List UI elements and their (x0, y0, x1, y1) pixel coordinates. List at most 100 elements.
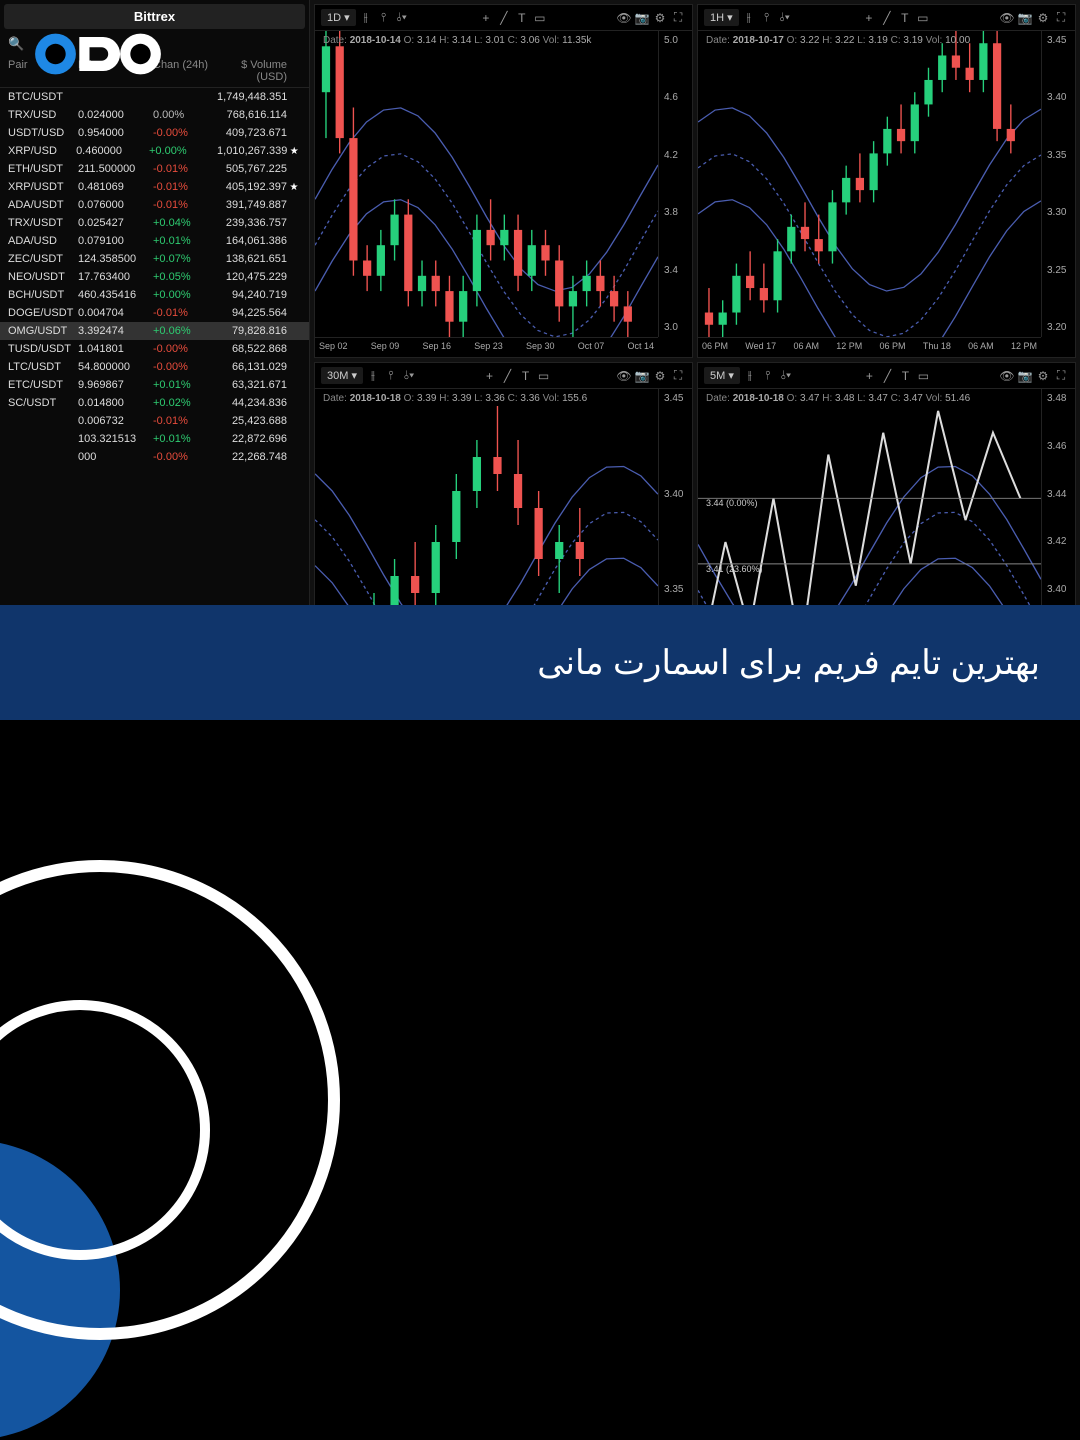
chart-body[interactable]: 5.04.64.23.83.43.0Sep 02Sep 09Sep 16Sep … (315, 31, 692, 357)
add-icon[interactable]: + (861, 369, 877, 383)
add-icon[interactable]: + (482, 369, 498, 383)
draw-line-icon[interactable]: ╱ (496, 11, 512, 25)
indicators-icon[interactable]: ⫲ (741, 10, 757, 25)
draw-line-icon[interactable]: ╱ (500, 369, 516, 383)
text-icon[interactable]: T (518, 369, 534, 383)
change-cell: -0.01% (153, 181, 223, 193)
ohlc-info: Date: 2018-10-14 O: 3.14 H: 3.14 L: 3.01… (323, 35, 591, 46)
shape-icon[interactable]: ▭ (532, 11, 548, 25)
table-row[interactable]: ADA/USD 0.079100 +0.01% 164,061.386 (0, 232, 309, 250)
table-row[interactable]: ZEC/USDT 124.358500 +0.07% 138,621.651 (0, 250, 309, 268)
add-icon[interactable]: + (478, 11, 494, 25)
draw-line-icon[interactable]: ╱ (879, 11, 895, 25)
table-row[interactable]: DOGE/USDT 0.004704 -0.01% 94,225.564 (0, 304, 309, 322)
change-cell: +0.01% (153, 379, 223, 391)
change-cell: +0.01% (153, 235, 223, 247)
camera-icon[interactable]: 📷 (1017, 369, 1033, 383)
price-cell: 103.321513 (78, 433, 153, 445)
table-row[interactable]: ADA/USDT 0.076000 -0.01% 391,749.887 (0, 196, 309, 214)
text-icon[interactable]: T (897, 11, 913, 25)
table-row[interactable]: BTC/USDT 1,749,448.351 (0, 88, 309, 106)
settings-icon[interactable]: ⚙ (652, 369, 668, 383)
table-row[interactable]: TUSD/USDT 1.041801 -0.00% 68,522.868 (0, 340, 309, 358)
timeframe-button[interactable]: 1D ▾ (321, 9, 356, 26)
settings-icon[interactable]: ⚙ (652, 11, 668, 25)
bars-icon[interactable]: ⫰▾ (394, 10, 410, 25)
price-cell: 0.076000 (78, 199, 153, 211)
star-icon[interactable]: ★ (287, 182, 301, 193)
expand-icon[interactable]: ⛶ (1053, 368, 1069, 383)
table-row[interactable]: XRP/USD 0.460000 +0.00% 1,010,267.339 ★ (0, 142, 309, 160)
visibility-icon[interactable]: 👁 (616, 11, 632, 25)
indicators-icon[interactable]: ⫲ (358, 10, 374, 25)
volume-cell: 1,010,267.339 (217, 145, 287, 157)
indicators-icon[interactable]: ⫲ (365, 368, 381, 383)
bars-icon[interactable]: ⫰▾ (401, 368, 417, 383)
change-cell: +0.02% (153, 397, 223, 409)
visibility-icon[interactable]: 👁 (999, 369, 1015, 383)
table-row[interactable]: USDT/USD 0.954000 -0.00% 409,723.671 (0, 124, 309, 142)
table-row[interactable]: 0.006732 -0.01% 25,423.688 (0, 412, 309, 430)
add-icon[interactable]: + (861, 11, 877, 25)
chart-body[interactable]: 3.453.403.353.303.253.2006 PMWed 1706 AM… (698, 31, 1075, 357)
ohlc-info: Date: 2018-10-17 O: 3.22 H: 3.22 L: 3.19… (706, 35, 970, 46)
text-icon[interactable]: T (897, 369, 913, 383)
price-cell: 3.392474 (78, 325, 153, 337)
timeframe-button[interactable]: 1H ▾ (704, 9, 739, 26)
timeframe-button[interactable]: 30M ▾ (321, 367, 363, 384)
settings-icon[interactable]: ⚙ (1035, 369, 1051, 383)
plot-area[interactable] (315, 31, 658, 337)
visibility-icon[interactable]: 👁 (999, 11, 1015, 25)
pair-cell: DOGE/USDT (8, 307, 78, 319)
table-row[interactable]: SC/USDT 0.014800 +0.02% 44,234.836 (0, 394, 309, 412)
settings-icon[interactable]: ⚙ (1035, 11, 1051, 25)
bars-icon[interactable]: ⫰▾ (777, 10, 793, 25)
table-row[interactable]: ETC/USDT 9.969867 +0.01% 63,321.671 (0, 376, 309, 394)
chart-toolbar: 30M ▾ ⫲ ⫯ ⫰▾ + ╱ T ▭ 👁 📷 ⚙ ⛶ (315, 363, 692, 389)
camera-icon[interactable]: 📷 (1017, 11, 1033, 25)
table-row[interactable]: LTC/USDT 54.800000 -0.00% 66,131.029 (0, 358, 309, 376)
plot-area[interactable] (698, 31, 1041, 337)
volume-cell: 66,131.029 (223, 361, 287, 373)
indicators-icon[interactable]: ⫲ (742, 368, 758, 383)
pair-cell: ETH/USDT (8, 163, 78, 175)
table-row[interactable]: NEO/USDT 17.763400 +0.05% 120,475.229 (0, 268, 309, 286)
table-row[interactable]: TRX/USD 0.024000 0.00% 768,616.114 (0, 106, 309, 124)
table-row[interactable]: BCH/USDT 460.435416 +0.00% 94,240.719 (0, 286, 309, 304)
volume-cell: 405,192.397 (223, 181, 287, 193)
chart-type-icon[interactable]: ⫯ (376, 10, 392, 25)
table-row[interactable]: 000 -0.00% 22,268.748 (0, 448, 309, 466)
draw-line-icon[interactable]: ╱ (879, 369, 895, 383)
chart-type-icon[interactable]: ⫯ (383, 368, 399, 383)
x-axis: Sep 02Sep 09Sep 16Sep 23Sep 30Oct 07Oct … (315, 337, 658, 357)
chart-toolbar: 1D ▾ ⫲ ⫯ ⫰▾ + ╱ T ▭ 👁 📷 ⚙ ⛶ (315, 5, 692, 31)
price-cell: 0.481069 (78, 181, 153, 193)
text-icon[interactable]: T (514, 11, 530, 25)
table-row[interactable]: 103.321513 +0.01% 22,872.696 (0, 430, 309, 448)
table-row[interactable]: OMG/USDT 3.392474 +0.06% 79,828.816 (0, 322, 309, 340)
expand-icon[interactable]: ⛶ (1053, 10, 1069, 25)
bars-icon[interactable]: ⫰▾ (778, 368, 794, 383)
brand-logo (30, 28, 200, 80)
table-row[interactable]: TRX/USDT 0.025427 +0.04% 239,336.757 (0, 214, 309, 232)
volume-cell: 94,240.719 (223, 289, 287, 301)
camera-icon[interactable]: 📷 (634, 369, 650, 383)
pair-cell: NEO/USDT (8, 271, 78, 283)
volume-cell: 409,723.671 (223, 127, 287, 139)
table-row[interactable]: ETH/USDT 211.500000 -0.01% 505,767.225 (0, 160, 309, 178)
expand-icon[interactable]: ⛶ (670, 10, 686, 25)
star-icon[interactable]: ★ (287, 146, 301, 157)
shape-icon[interactable]: ▭ (536, 369, 552, 383)
table-row[interactable]: XRP/USDT 0.481069 -0.01% 405,192.397 ★ (0, 178, 309, 196)
chart-type-icon[interactable]: ⫯ (759, 10, 775, 25)
shape-icon[interactable]: ▭ (915, 369, 931, 383)
exchange-selector[interactable]: Bittrex (4, 4, 305, 29)
col-volume[interactable]: $ Volume (USD) (223, 59, 301, 83)
chart-type-icon[interactable]: ⫯ (760, 368, 776, 383)
timeframe-button[interactable]: 5M ▾ (704, 367, 740, 384)
expand-icon[interactable]: ⛶ (670, 368, 686, 383)
visibility-icon[interactable]: 👁 (616, 369, 632, 383)
price-cell: 0.079100 (78, 235, 153, 247)
shape-icon[interactable]: ▭ (915, 11, 931, 25)
camera-icon[interactable]: 📷 (634, 11, 650, 25)
